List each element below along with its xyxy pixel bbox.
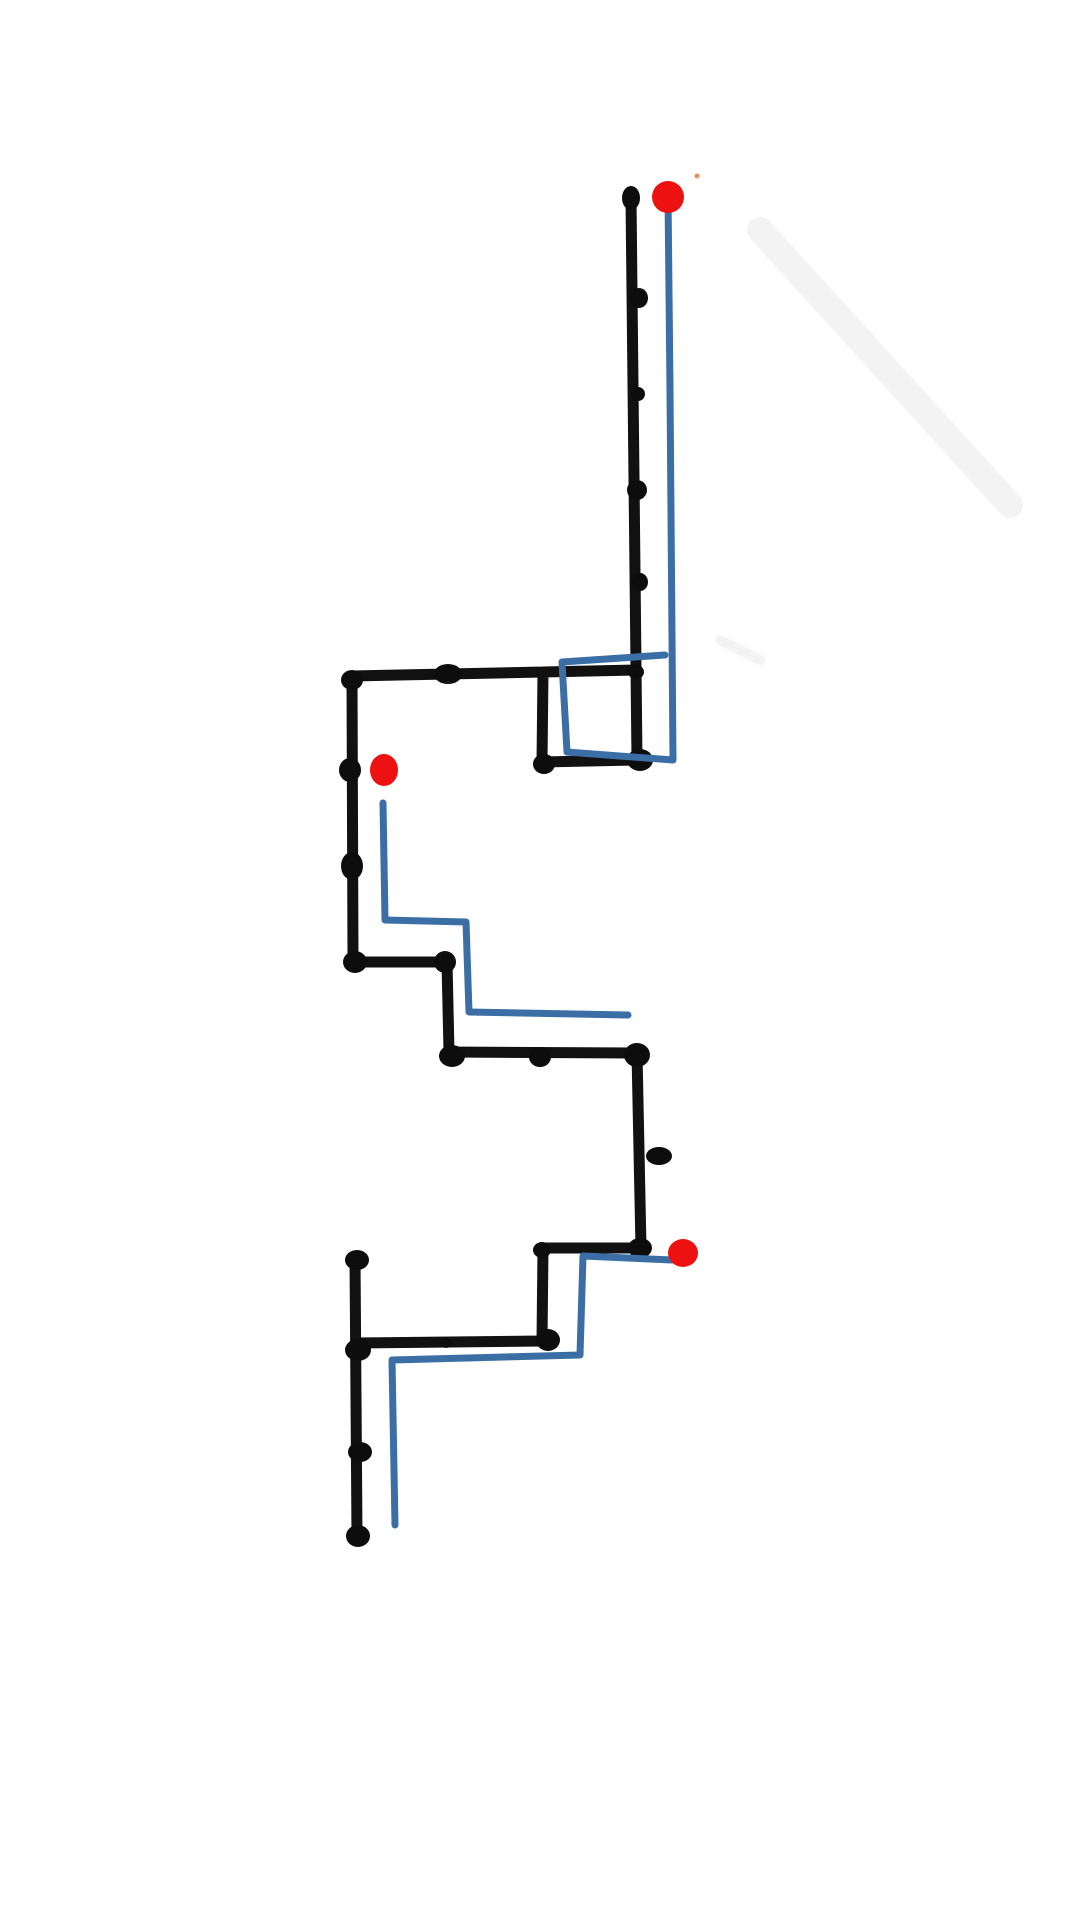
- red-marker-middle: [370, 754, 398, 786]
- blue-path-2: [379, 799, 632, 1019]
- black-path: [346, 192, 647, 1542]
- black-node-25: [348, 1442, 372, 1462]
- black-node-14: [434, 951, 456, 973]
- black-node-3: [631, 387, 645, 401]
- black-node-22: [440, 1338, 452, 1348]
- red-speck: [694, 173, 700, 179]
- black-node-9: [628, 665, 644, 679]
- blue-path-1: [558, 191, 677, 764]
- black-node-2: [630, 288, 648, 308]
- black-node-26: [346, 1525, 370, 1547]
- black-node-21: [536, 1329, 560, 1351]
- black-node-12: [341, 852, 363, 880]
- black-node-13: [343, 951, 367, 973]
- faint-streak-2: [715, 635, 765, 665]
- red-marker-group: [370, 173, 700, 1267]
- red-marker-bottom: [668, 1239, 698, 1267]
- background-streaks: [715, 217, 1023, 665]
- black-node-10: [341, 670, 363, 690]
- black-node-15: [439, 1045, 465, 1067]
- black-node-1: [622, 186, 640, 210]
- blue-path-group: [379, 191, 677, 1529]
- black-node-16: [529, 1047, 551, 1067]
- black-node-24: [345, 1339, 371, 1361]
- black-node-17: [624, 1043, 650, 1067]
- black-node-5: [632, 573, 648, 591]
- black-path-group: [339, 186, 672, 1547]
- black-node-8: [434, 664, 462, 684]
- black-node-20: [533, 1242, 551, 1258]
- black-node-11: [339, 758, 361, 782]
- blue-path-3: [388, 1252, 676, 1529]
- black-node-18: [646, 1147, 672, 1165]
- black-node-19: [628, 1238, 652, 1258]
- red-marker-top: [652, 181, 684, 213]
- black-node-7: [533, 754, 555, 774]
- black-node-4: [627, 480, 647, 500]
- black-node-group: [339, 186, 672, 1547]
- faint-streak-1: [747, 217, 1023, 518]
- black-node-23: [345, 1250, 369, 1270]
